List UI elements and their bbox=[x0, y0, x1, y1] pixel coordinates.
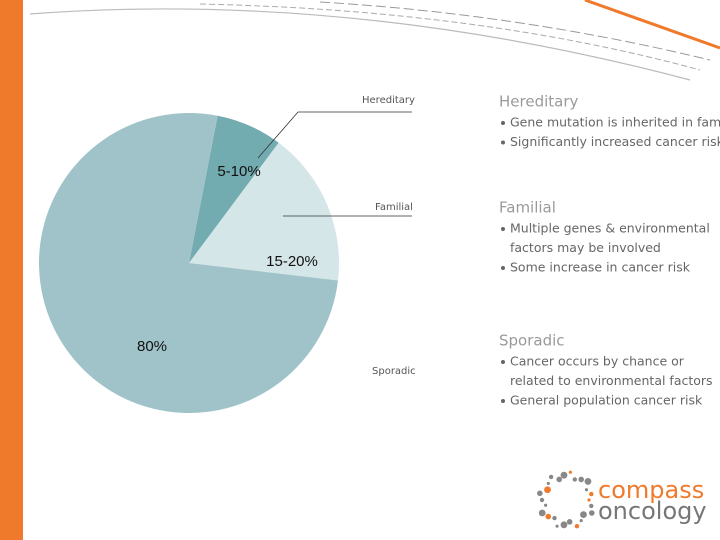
pie-slice bbox=[39, 113, 338, 414]
logo-dot bbox=[579, 518, 583, 523]
desc-title: Hereditary bbox=[499, 93, 579, 111]
logo-dot bbox=[552, 515, 557, 521]
logo-dot bbox=[589, 491, 594, 497]
logo-text: oncology bbox=[598, 497, 707, 525]
logo-dot bbox=[537, 490, 543, 497]
slice-name: Hereditary bbox=[362, 95, 415, 106]
logo-dot bbox=[556, 476, 562, 483]
logo: compass oncology bbox=[537, 470, 707, 529]
logo-dot bbox=[560, 521, 568, 529]
logo-dot bbox=[560, 471, 568, 479]
logo-dot bbox=[555, 524, 559, 528]
logo-dot bbox=[548, 474, 554, 480]
logo-dot bbox=[546, 481, 550, 486]
logo-dot bbox=[544, 503, 548, 507]
side-bar bbox=[0, 0, 23, 540]
decor-lines bbox=[29, 0, 720, 81]
desc-title: Sporadic bbox=[499, 332, 565, 350]
descriptions: Hereditary Gene mutation is inherited in … bbox=[499, 93, 720, 408]
desc-bullet: related to environmental factors bbox=[510, 373, 713, 388]
desc-title: Familial bbox=[499, 199, 556, 217]
pie-slice bbox=[189, 142, 339, 281]
bullet bbox=[501, 399, 505, 403]
logo-text: compass bbox=[598, 476, 704, 504]
logo-dot bbox=[574, 523, 580, 529]
bullet bbox=[501, 266, 505, 270]
bullet bbox=[501, 227, 505, 231]
logo-dot bbox=[587, 498, 591, 502]
logo-dot bbox=[545, 513, 552, 520]
value-label: 80% bbox=[137, 338, 167, 355]
logo-dot bbox=[584, 488, 589, 492]
value-label: 15-20% bbox=[266, 253, 318, 270]
desc-bullet: factors may be involved bbox=[510, 240, 661, 255]
logo-dot bbox=[539, 497, 545, 503]
logo-dot bbox=[568, 470, 572, 474]
logo-dot bbox=[566, 519, 573, 525]
logo-dot bbox=[589, 503, 594, 509]
logo-mark bbox=[537, 470, 595, 529]
slice-name: Familial bbox=[375, 202, 413, 213]
desc-bullet: Gene mutation is inherited in family bbox=[510, 115, 720, 130]
logo-dot bbox=[580, 511, 587, 518]
bullet bbox=[501, 140, 505, 145]
logo-dot bbox=[538, 509, 546, 517]
slice-name: Sporadic bbox=[372, 366, 416, 377]
desc-bullet: General population cancer risk bbox=[510, 393, 703, 408]
logo-dot bbox=[544, 486, 551, 494]
logo-dot bbox=[588, 510, 595, 516]
desc-bullet: Cancer occurs by chance or bbox=[510, 354, 685, 369]
desc-bullet: Some increase in cancer risk bbox=[510, 260, 691, 275]
desc-bullet: Multiple genes & environmental bbox=[510, 221, 710, 236]
pie bbox=[39, 113, 339, 414]
value-label: 5-10% bbox=[217, 163, 260, 180]
logo-dot bbox=[578, 476, 585, 483]
desc-bullet: Significantly increased cancer risk bbox=[510, 134, 720, 149]
bullet bbox=[501, 121, 505, 125]
logo-dot bbox=[572, 477, 578, 482]
bullet bbox=[501, 360, 505, 364]
pie-slice bbox=[189, 115, 279, 263]
logo-dot bbox=[584, 478, 592, 485]
leaders bbox=[257, 111, 412, 217]
